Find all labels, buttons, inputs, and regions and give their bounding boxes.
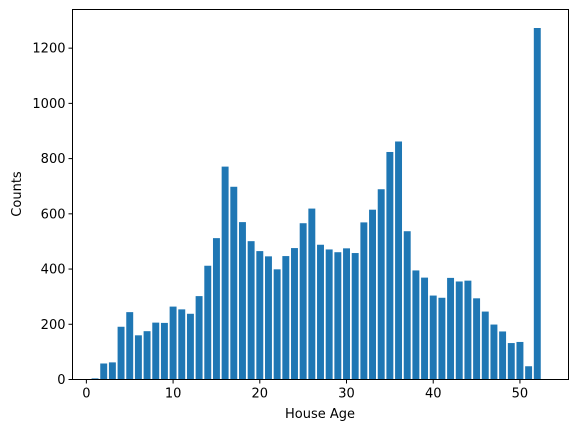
plot-frame (72, 9, 569, 380)
bar-age-7 (143, 331, 151, 380)
bar-age-33 (369, 209, 376, 380)
x-tick-label: 20 (252, 387, 269, 402)
bar-age-15 (212, 238, 220, 380)
bar-age-20 (256, 251, 264, 380)
y-axis-label: Counts (10, 171, 25, 217)
bar-age-48 (499, 331, 507, 380)
bar-age-18 (238, 222, 246, 380)
bar-age-35 (386, 151, 394, 380)
bar-age-36 (395, 141, 403, 380)
x-axis-label: House Age (285, 407, 355, 422)
bar-age-51 (525, 366, 533, 380)
y-tick-label: 200 (41, 318, 66, 333)
bar-age-3 (108, 362, 116, 380)
bar-age-43 (455, 281, 463, 380)
bar-age-47 (490, 324, 498, 380)
bar-age-2 (100, 363, 108, 380)
bar-age-5 (126, 312, 134, 380)
bar-age-30 (343, 248, 350, 380)
x-tick-label: 50 (512, 387, 529, 402)
bar-age-16 (221, 166, 229, 380)
bar-age-19 (247, 241, 255, 380)
bar-age-27 (317, 244, 324, 380)
bar-age-52 (533, 28, 541, 380)
bar-age-44 (464, 280, 472, 380)
bar-age-21 (265, 256, 272, 380)
bar-age-39 (421, 277, 429, 380)
bar-age-42 (447, 277, 455, 380)
bar-age-10 (169, 306, 177, 380)
bar-age-25 (299, 223, 307, 380)
bar-age-6 (134, 335, 142, 380)
bar-age-32 (360, 222, 368, 380)
x-tick-label: 30 (338, 387, 355, 402)
bar-age-37 (403, 231, 411, 380)
y-tick-label: 0 (57, 373, 65, 388)
bar-age-9 (160, 322, 168, 380)
bar-age-29 (334, 252, 342, 380)
bar-age-26 (308, 208, 316, 380)
bar-age-12 (186, 313, 194, 380)
bar-age-46 (481, 311, 489, 380)
bars-group (91, 28, 541, 380)
bar-age-1 (91, 378, 99, 380)
bar-age-31 (351, 253, 359, 380)
bar-age-50 (516, 341, 524, 380)
bar-age-17 (230, 186, 238, 380)
x-tick-label: 0 (82, 387, 90, 402)
y-tick-label: 1200 (32, 42, 65, 57)
bar-age-41 (438, 297, 446, 380)
bar-age-38 (412, 270, 420, 380)
x-tick-label: 10 (165, 387, 182, 402)
bar-age-49 (507, 343, 515, 380)
bar-age-28 (325, 249, 333, 380)
bar-age-34 (377, 189, 385, 380)
bar-age-8 (152, 322, 160, 380)
bar-age-13 (195, 296, 203, 380)
y-axis-ticks: 0 200 400 600 800 1000 1200 (32, 42, 73, 388)
bar-age-11 (178, 309, 186, 380)
bar-age-22 (273, 269, 281, 380)
y-tick-label: 800 (41, 152, 66, 167)
bar-age-14 (204, 265, 212, 380)
y-tick-label: 400 (41, 263, 66, 278)
y-tick-label: 600 (41, 207, 66, 222)
y-tick-label: 1000 (32, 97, 65, 112)
bar-age-23 (282, 256, 290, 380)
x-tick-label: 40 (425, 387, 442, 402)
bar-age-24 (291, 248, 298, 380)
bar-age-40 (429, 295, 437, 380)
bar-age-4 (117, 326, 125, 380)
bar-age-45 (473, 298, 481, 380)
x-axis-ticks: 0 10 20 30 40 50 (82, 379, 529, 402)
